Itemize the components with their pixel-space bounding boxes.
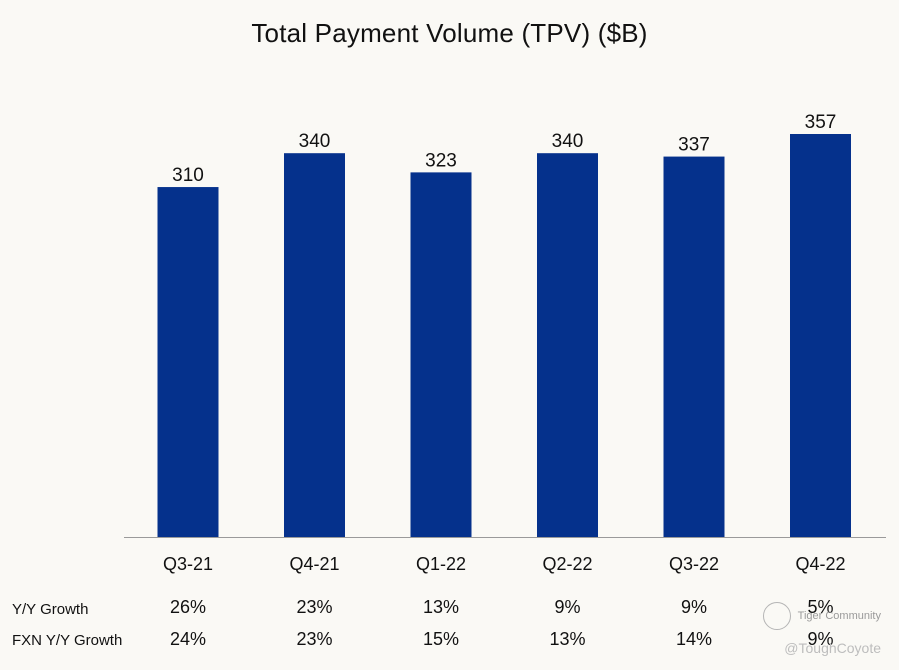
- data-label-Q3-21: 310: [172, 165, 204, 186]
- fxn-yy-growth-cell-Q4-22: 9%: [807, 629, 834, 649]
- x-tick-label-Q1-22: Q1-22: [416, 554, 466, 574]
- bar-chart: 310 Q3-21 340 Q4-21 323 Q1-22 340 Q2-22 337 Q3-22…: [124, 112, 886, 574]
- x-tick-label-Q3-22: Q3-22: [669, 554, 719, 574]
- fxn-yy-growth-cell-Q2-22: 13%: [549, 629, 586, 649]
- fxn-yy-growth-cell-Q4-21: 23%: [296, 629, 333, 649]
- watermark-brand: Tiger Community: [797, 609, 881, 622]
- yy-growth-cell-Q4-22: 5%: [807, 597, 834, 617]
- chart-title: Total Payment Volume (TPV) ($B): [251, 18, 648, 48]
- yy-growth-cell-Q1-22: 13%: [422, 597, 460, 617]
- fxn-yy-growth-cell-Q1-22: 15%: [422, 629, 460, 649]
- data-label-Q4-21: 340: [299, 131, 331, 152]
- yy-growth-cell-Q4-21: 23%: [296, 597, 333, 617]
- yy-growth-cell-Q2-22: 9%: [554, 597, 581, 617]
- yy-growth-cell-Q3-22: 9%: [680, 597, 707, 617]
- watermark: Tiger Community @ToughCoyote: [762, 602, 881, 656]
- data-label-Q2-22: 340: [552, 131, 584, 152]
- x-tick-label-Q2-22: Q2-22: [542, 554, 592, 574]
- watermark-handle: @ToughCoyote: [784, 640, 881, 656]
- x-tick-label-Q4-22: Q4-22: [795, 554, 845, 574]
- bar-Q2-22: [537, 153, 598, 537]
- bar-Q4-22: [790, 134, 851, 537]
- x-tick-label-Q3-21: Q3-21: [163, 554, 213, 574]
- fxn-yy-growth-cell-Q3-21: 24%: [169, 629, 207, 649]
- tiger-logo-icon: [762, 602, 791, 630]
- fxn-yy-growth-cell-Q3-22: 14%: [675, 629, 713, 649]
- bar-Q4-21: [284, 153, 345, 537]
- data-label-Q4-22: 357: [805, 112, 837, 133]
- data-label-Q3-22: 337: [678, 135, 710, 156]
- bar-Q3-22: [663, 156, 725, 537]
- row-label-fxn-yy-growth: FXN Y/Y Growth: [12, 632, 123, 649]
- row-label-yy-growth: Y/Y Growth: [12, 601, 89, 618]
- x-tick-label-Q4-21: Q4-21: [289, 554, 339, 574]
- data-label-Q1-22: 323: [425, 150, 457, 171]
- yy-growth-cell-Q3-21: 26%: [169, 597, 207, 617]
- bar-Q1-22: [410, 172, 472, 537]
- bar-Q3-21: [157, 187, 219, 537]
